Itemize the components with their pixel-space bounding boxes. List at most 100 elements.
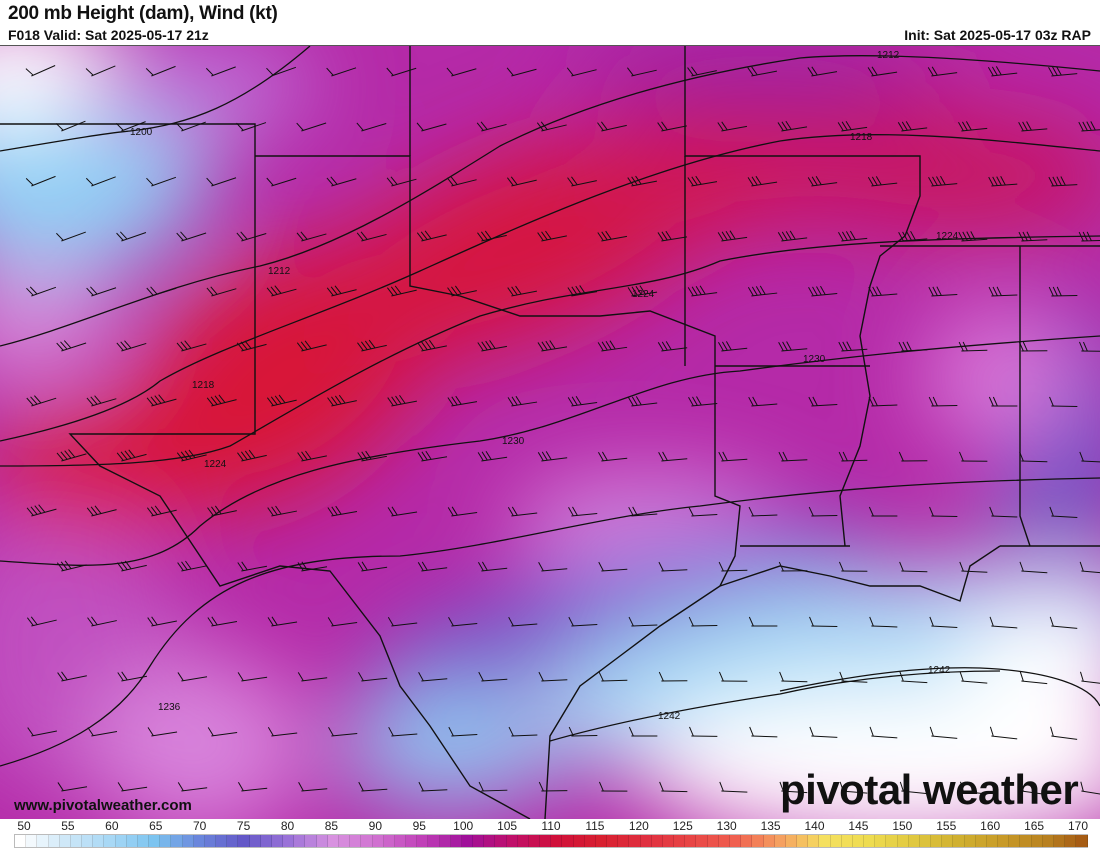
wind-barb — [356, 122, 387, 132]
wind-barb — [236, 340, 267, 352]
colorbar-segment — [1053, 835, 1066, 847]
wind-barb — [418, 781, 448, 792]
wind-barb — [297, 672, 328, 682]
wind-barb — [326, 67, 357, 77]
wind-barb — [416, 122, 447, 132]
wind-barb — [418, 671, 448, 682]
wind-barb — [838, 561, 868, 572]
colorbar-segment — [517, 835, 529, 847]
height-contours — [0, 46, 1100, 767]
contour-label: 1242 — [928, 665, 951, 676]
colorbar-tick: 100 — [453, 819, 474, 833]
wind-barb — [206, 286, 237, 297]
colorbar-tick: 140 — [804, 819, 825, 833]
contour-1212 — [0, 55, 1100, 347]
colorbar-segment — [104, 835, 116, 847]
contour-label: 1200 — [130, 127, 153, 138]
wind-barb — [567, 176, 597, 187]
contour-1242-upper — [779, 667, 1100, 707]
colorbar-tick: 110 — [541, 819, 561, 833]
colorbar-segment — [897, 835, 909, 847]
wind-barb — [929, 506, 958, 517]
colorbar-tick: 85 — [324, 819, 339, 833]
colorbar-segment — [59, 835, 71, 847]
wind-barb — [85, 176, 116, 187]
wind-barb — [177, 672, 208, 682]
wind-barb — [146, 176, 177, 187]
wind-barb — [177, 560, 207, 572]
wind-barb — [26, 286, 57, 297]
colorbar-segment — [696, 835, 708, 847]
colorbar-segment — [473, 835, 485, 847]
colorbar-tick: 95 — [412, 819, 426, 833]
colorbar-segment — [37, 835, 49, 847]
wind-barb — [477, 561, 508, 572]
colorbar-segment — [15, 835, 27, 847]
wind-barb — [899, 781, 928, 795]
wind-barb — [447, 285, 477, 297]
wind-barb — [206, 394, 237, 407]
wind-barb — [237, 449, 267, 462]
wind-barb — [959, 561, 988, 573]
wind-barb — [839, 781, 868, 794]
wind-barb — [357, 561, 388, 572]
wind-barb — [537, 451, 568, 462]
colorbar-segment — [260, 835, 272, 847]
colorbar-segment — [797, 835, 809, 847]
wind-barb — [478, 671, 508, 682]
wind-barb — [627, 175, 657, 187]
weather-map[interactable]: 1200 1212 1212 1218 1218 1224 1224 1224 … — [0, 45, 1100, 819]
colorbar-segment — [584, 835, 596, 847]
wind-barb — [598, 671, 628, 682]
wind-barb — [386, 285, 417, 297]
wind-barb — [717, 230, 748, 242]
colorbar-segment — [864, 835, 876, 847]
colorbar-segment — [964, 835, 976, 847]
wind-barb — [688, 506, 718, 517]
colorbar-segment — [841, 835, 853, 847]
wind-barb — [57, 782, 88, 792]
colorbar-segment — [126, 835, 138, 847]
wind-barb — [26, 616, 57, 627]
wind-barb — [658, 451, 688, 462]
colorbar-segment — [1042, 835, 1054, 847]
colorbar-segment — [327, 835, 339, 847]
colorbar-tick: 165 — [1024, 819, 1045, 833]
colorbar-segment — [305, 835, 317, 847]
wind-barb — [508, 726, 538, 737]
wind-barb — [747, 175, 778, 187]
wind-barb — [657, 341, 688, 352]
wind-barb — [448, 726, 478, 737]
wind-barb — [447, 395, 478, 407]
wind-barb — [176, 340, 207, 352]
colorbar-segment — [93, 835, 105, 847]
colorbar-segment — [875, 835, 887, 847]
wind-barb — [145, 65, 176, 77]
colorbar-segment — [674, 835, 686, 847]
wind-barb — [958, 231, 988, 242]
wind-barb — [989, 616, 1018, 629]
colorbar-segment — [640, 835, 652, 847]
wind-barb — [747, 285, 778, 297]
wind-barb — [327, 394, 357, 407]
map-title: 200 mb Height (dam), Wind (kt) — [8, 3, 278, 24]
wind-barb — [928, 396, 958, 407]
wind-barb — [387, 506, 418, 517]
colorbar-segment — [338, 835, 351, 847]
colorbar-segment — [383, 835, 395, 847]
wind-barb — [566, 67, 597, 77]
wind-barb — [206, 177, 237, 187]
wind-barb — [538, 561, 568, 572]
state-borders — [0, 46, 1100, 819]
wind-barb — [868, 396, 898, 407]
wind-barb — [357, 672, 388, 682]
colorbar-segment — [115, 835, 127, 847]
wind-barb — [177, 782, 208, 792]
contour-label: 1224 — [936, 231, 959, 242]
wind-barb — [116, 231, 147, 242]
wind-barb — [448, 616, 478, 627]
colorbar-segment — [216, 835, 228, 847]
wind-barb — [56, 560, 87, 572]
colorbar-segment — [774, 835, 786, 847]
wind-barb — [386, 67, 417, 77]
